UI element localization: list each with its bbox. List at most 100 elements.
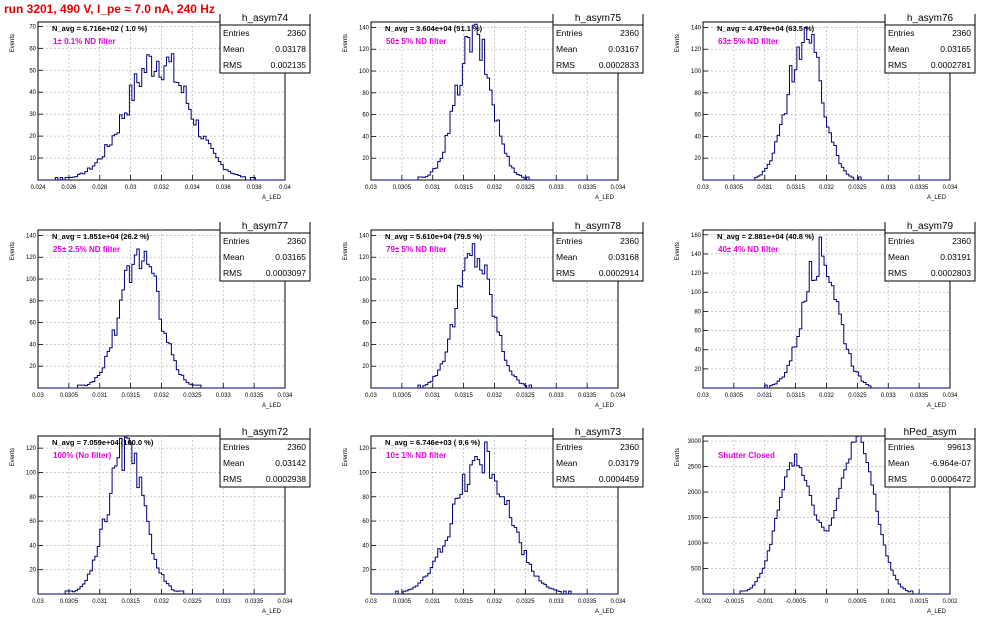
y-tick-label: 100: [359, 470, 370, 476]
y-tick-label: 60: [694, 329, 701, 335]
filter-annotation: 63± 5% ND filter: [718, 37, 778, 46]
x-tick-label: 0.001: [881, 599, 897, 605]
stats-entries-label: Entries: [223, 28, 249, 38]
stats-mean-value: 0.03142: [275, 458, 306, 468]
stats-mean-label: Mean: [556, 252, 578, 262]
y-tick-label: 100: [359, 69, 370, 75]
stats-mean-value: 0.03165: [940, 44, 971, 54]
x-tick-label: 0.033: [549, 599, 565, 605]
x-tick-label: 0.0305: [725, 185, 744, 191]
stats-rms-value: 0.0002803: [931, 268, 971, 278]
x-tick-label: 0.0015: [910, 599, 929, 605]
stats-mean-label: Mean: [888, 44, 910, 54]
x-tick-label: 0.0335: [910, 393, 929, 399]
x-tick-label: -0.0005: [785, 599, 806, 605]
stats-entries-value: 2360: [287, 442, 306, 452]
stats-entries-value: 99613: [947, 442, 971, 452]
x-tick-label: 0.0325: [516, 185, 535, 191]
y-tick-label: 1500: [688, 516, 702, 522]
y-tick-label: 40: [694, 348, 701, 354]
x-tick-label: 0.04: [279, 185, 291, 191]
x-tick-label: 0.033: [549, 185, 565, 191]
x-tick-label: 0.032: [819, 185, 835, 191]
stats-entries-value: 2360: [620, 28, 639, 38]
stats-rms-label: RMS: [556, 60, 575, 70]
page-title: run 3201, 490 V, I_pe ≈ 7.0 nA, 240 Hz: [4, 2, 215, 16]
stats-box: [552, 428, 644, 488]
histogram-line-h_asym75: [371, 23, 618, 181]
x-tick-label: 0.032: [819, 393, 835, 399]
stats-rms-label: RMS: [223, 60, 242, 70]
stats-title: h_asym79: [907, 222, 954, 232]
y-tick-label: 20: [29, 134, 36, 140]
stats-box: [219, 222, 311, 282]
y-tick-label: 60: [29, 46, 36, 52]
stats-rms-label: RMS: [223, 474, 242, 484]
x-tick-label: 0.0315: [786, 185, 805, 191]
y-tick-label: 20: [362, 364, 369, 370]
x-tick-label: 0.032: [154, 393, 170, 399]
stats-entries-label: Entries: [888, 28, 914, 38]
stats-title: h_asym72: [242, 428, 289, 438]
y-tick-label: 140: [691, 25, 702, 31]
x-tick-label: -0.002: [694, 599, 712, 605]
chart-h_asym73: 0.03 0.0305 0.031 0.0315 0.032 0.0325 0.033 0.0…: [343, 428, 644, 615]
filter-annotation: 10± 1% ND filter: [386, 451, 446, 460]
x-tick-label: 0.038: [247, 185, 263, 191]
x-tick-label: 0.0305: [60, 599, 79, 605]
y-tick-label: 120: [26, 446, 37, 452]
x-tick-label: 0.0315: [121, 599, 140, 605]
stats-entries-value: 2360: [287, 28, 306, 38]
x-tick-label: 0.028: [92, 185, 108, 191]
y-tick-label: 20: [694, 367, 701, 373]
histogram-panel-h_asym79: 0.03 0.0305 0.031 0.0315 0.032 0.0325 0.033 0.0…: [665, 222, 995, 428]
navg-label: N_avg = 7.059e+04 (100.0 %): [52, 438, 154, 447]
x-tick-label: 0.031: [92, 599, 108, 605]
stats-mean-label: Mean: [556, 458, 578, 468]
x-axis-label: A_LED: [262, 195, 282, 201]
x-axis-label: A_LED: [927, 195, 947, 201]
stats-mean-label: Mean: [223, 458, 245, 468]
stats-entries-value: 2360: [952, 28, 971, 38]
y-tick-label: 60: [362, 113, 369, 119]
x-tick-label: 0.0315: [454, 393, 473, 399]
y-tick-label: 40: [362, 134, 369, 140]
y-tick-label: 100: [26, 277, 37, 283]
x-tick-label: 0.034: [942, 185, 958, 191]
y-tick-label: 120: [359, 255, 370, 261]
x-tick-label: 0.0335: [245, 599, 264, 605]
stats-mean-label: Mean: [888, 458, 910, 468]
x-tick-label: 0.03: [365, 599, 377, 605]
x-tick-label: 0.031: [425, 393, 441, 399]
y-tick-label: 70: [29, 24, 36, 30]
y-axis-label: Events: [10, 448, 16, 466]
chart-hPed_asym: -0.002 -0.0015 -0.001 -0.0005 0 0.0005 0.001 0.…: [675, 428, 976, 615]
x-tick-label: 0.032: [487, 185, 503, 191]
stats-mean-value: 0.03178: [275, 44, 306, 54]
x-tick-label: 0.032: [487, 393, 503, 399]
y-tick-label: 20: [362, 568, 369, 574]
x-tick-label: 0.024: [30, 185, 46, 191]
x-tick-label: 0.0325: [848, 393, 867, 399]
stats-box: [219, 428, 311, 488]
chart-h_asym79: 0.03 0.0305 0.031 0.0315 0.032 0.0325 0.033 0.0…: [675, 222, 976, 409]
filter-annotation: 1± 0.1% ND filter: [53, 37, 116, 46]
x-tick-label: 0.0005: [848, 599, 867, 605]
x-axis-label: A_LED: [595, 195, 615, 201]
stats-rms-value: 0.0004459: [599, 474, 639, 484]
stats-mean-value: 0.03167: [608, 44, 639, 54]
stats-title: hPed_asym: [904, 428, 957, 438]
y-axis-label: Events: [10, 242, 16, 260]
stats-box: [884, 14, 976, 74]
stats-title: h_asym78: [575, 222, 622, 232]
histogram-line-hPed_asym: [703, 435, 950, 595]
x-tick-label: 0.034: [610, 599, 626, 605]
y-tick-label: 80: [694, 309, 701, 315]
x-tick-label: 0.034: [610, 393, 626, 399]
stats-entries-value: 2360: [620, 442, 639, 452]
y-tick-label: 40: [29, 342, 36, 348]
x-tick-label: 0.03: [697, 185, 709, 191]
navg-label: N_avg = 5.610e+04 (79.5 %): [385, 232, 483, 241]
y-tick-label: 80: [362, 299, 369, 305]
filter-annotation: 100% (No filter): [53, 451, 112, 460]
